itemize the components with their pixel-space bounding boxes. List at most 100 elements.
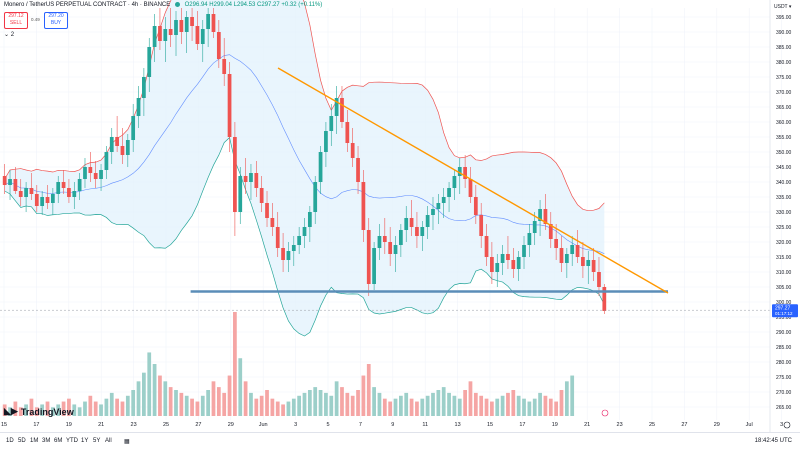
candle <box>581 242 585 278</box>
range-1y-button[interactable]: 1Y <box>81 438 89 444</box>
volume-bar <box>195 401 200 416</box>
currency-selector[interactable]: USDT ▾ <box>774 4 792 10</box>
candle-body <box>115 137 119 146</box>
volume-bar <box>393 398 398 416</box>
candle <box>415 212 419 248</box>
range-1m-button[interactable]: 1M <box>30 438 39 444</box>
candle <box>436 194 441 224</box>
candle <box>334 86 339 134</box>
candle-body <box>168 29 173 35</box>
candle-body <box>340 98 344 122</box>
candle <box>184 11 189 53</box>
candle-body <box>463 167 467 179</box>
candle-body <box>388 242 393 254</box>
time-tick-label: 17 <box>519 422 525 428</box>
candle-body <box>184 17 189 32</box>
range-ytd-button[interactable]: YTD <box>66 438 78 444</box>
tradingview-logo[interactable]: ◣▶ TradingView <box>4 406 74 417</box>
volume-bar <box>254 398 259 416</box>
descending-trendline[interactable] <box>277 67 669 294</box>
settings-gear-icon[interactable] <box>783 421 791 429</box>
volume-bar <box>532 398 537 416</box>
sell-button[interactable]: 297.12 SELL <box>4 12 28 29</box>
volume-bar <box>286 401 291 416</box>
volume-bar <box>302 392 307 416</box>
volume-bar <box>99 404 103 416</box>
volume-bar <box>211 381 216 416</box>
range-1d-button[interactable]: 1D <box>6 438 14 444</box>
candle-body <box>575 245 580 257</box>
buy-button[interactable]: 297.20 BUY <box>44 12 68 29</box>
candle-body <box>468 179 473 197</box>
candle-body <box>415 227 419 236</box>
price-tick-label: 300.00 <box>776 300 792 306</box>
candle <box>586 251 591 284</box>
bottom-toolbar: 1D 5D 1M 3M 6M YTD 1Y 5Y All ▦ 18:42:45 … <box>0 432 800 451</box>
volume-bar <box>115 398 119 416</box>
market-status-icon <box>174 2 180 7</box>
calendar-icon[interactable]: ▦ <box>124 439 130 445</box>
volume-bar <box>77 407 82 416</box>
range-5y-button[interactable]: 5Y <box>93 438 101 444</box>
candle <box>554 224 559 260</box>
volume-bar <box>275 401 280 416</box>
candle <box>115 116 119 152</box>
price-tick-label: 285.00 <box>776 345 792 351</box>
volume-bar <box>554 401 559 416</box>
candle <box>195 11 200 50</box>
candle <box>548 212 553 248</box>
volume-bar <box>570 375 575 416</box>
volume-bar <box>382 398 387 416</box>
range-all-button[interactable]: All <box>105 438 112 444</box>
candle <box>152 14 157 62</box>
volume-bar <box>206 390 211 416</box>
range-3m-button[interactable]: 3M <box>42 438 51 444</box>
volume-bar <box>356 390 360 416</box>
volume-bar <box>233 312 237 416</box>
candle-body <box>495 263 500 272</box>
volume-bar <box>120 401 125 416</box>
range-5d-button[interactable]: 5D <box>18 438 26 444</box>
symbol-title[interactable]: Monero / TetherUS PERPETUAL CONTRACT · 4… <box>4 2 171 9</box>
indicator-toggle[interactable]: ⌄ 2 <box>4 32 15 38</box>
candle-body <box>366 230 371 284</box>
candle-body <box>29 188 34 194</box>
volume-bar <box>441 387 446 416</box>
candle-body <box>602 287 607 311</box>
candle-body <box>581 257 585 266</box>
candle <box>463 155 467 188</box>
ohlc-values: O296.94 H299.04 L294.53 C297.27 +0.32 (+… <box>184 2 323 9</box>
volume-bar <box>56 404 61 416</box>
price-tick-label: 270.00 <box>776 390 792 396</box>
volume-bar <box>24 404 28 416</box>
candle <box>532 212 537 245</box>
candle-body <box>527 233 532 245</box>
candle-body <box>72 191 77 197</box>
candle <box>597 257 601 296</box>
candle-body <box>329 116 334 131</box>
price-tick-label: 290.00 <box>776 330 792 336</box>
volume-bar <box>259 395 264 416</box>
time-tick-label: 13 <box>455 422 461 428</box>
volume-bar <box>281 404 285 416</box>
utc-clock[interactable]: 18:42:45 UTC <box>754 438 792 444</box>
candle <box>356 146 360 194</box>
volume-bar <box>200 395 205 416</box>
candle-body <box>522 245 526 257</box>
range-6m-button[interactable]: 6M <box>54 438 63 444</box>
candle <box>88 152 93 182</box>
event-marker-icon[interactable] <box>601 409 609 417</box>
price-tick-label: 335.00 <box>776 195 792 201</box>
volume-bar <box>179 392 184 416</box>
candle-body <box>24 188 28 197</box>
candle <box>297 227 302 254</box>
volume-bar <box>366 364 371 416</box>
candle <box>174 11 178 56</box>
current-price-tag <box>772 304 798 318</box>
candle-body <box>2 176 7 185</box>
candle <box>40 191 45 215</box>
volume-bar <box>307 390 312 416</box>
candle-body <box>452 176 457 188</box>
